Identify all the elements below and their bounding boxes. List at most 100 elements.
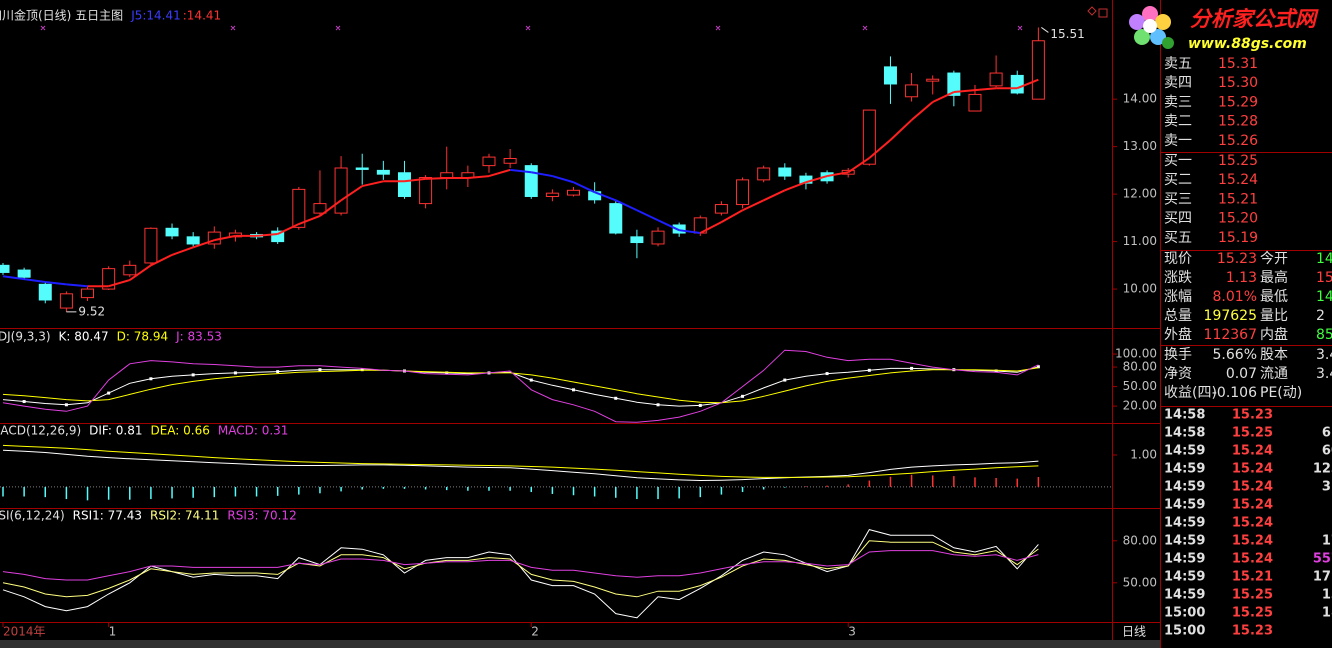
tick-time: 14:59 xyxy=(1164,498,1205,513)
x-tick-label: 1 xyxy=(109,625,117,639)
tick-volume: 62 xyxy=(1322,426,1332,441)
legend-entry: RSI3: 70.12 xyxy=(227,509,296,523)
tick-volume: 5 xyxy=(1331,516,1332,531)
candle-body xyxy=(778,167,792,177)
ma-segment xyxy=(298,215,321,225)
ma-segment xyxy=(361,180,384,188)
window-icon[interactable] xyxy=(1087,6,1097,16)
candle-body xyxy=(397,172,411,197)
ma-segment xyxy=(256,232,278,237)
ma-segment xyxy=(2,275,25,281)
book-price: 15.20 xyxy=(1218,211,1258,227)
legend-entry: DEA: 0.66 xyxy=(150,424,209,438)
book-label: 买二 xyxy=(1164,172,1192,188)
candle-body xyxy=(376,169,390,175)
logo-url: www.88gs.com xyxy=(1188,36,1307,52)
indicator-line xyxy=(2,449,1039,482)
k-dot xyxy=(360,368,364,372)
tick-price: 15.24 xyxy=(1232,462,1273,477)
k-dot xyxy=(22,400,26,404)
book-label: 买三 xyxy=(1164,191,1192,207)
tick-price: 15.24 xyxy=(1232,480,1273,495)
stat-label: 换手 xyxy=(1164,346,1192,363)
candle-body xyxy=(693,217,707,234)
indicator-line xyxy=(2,349,1039,423)
tick-time: 15:00 xyxy=(1164,624,1205,639)
legend-entry: DIF: 0.81 xyxy=(89,424,142,438)
candle-body xyxy=(1010,74,1024,94)
tick-volume: 2 xyxy=(1331,408,1332,423)
candle-body xyxy=(334,167,348,214)
y-tick-label: 50.00 xyxy=(1123,575,1157,589)
ma-segment xyxy=(171,246,194,256)
candle-body xyxy=(482,156,496,167)
candle-body xyxy=(609,203,623,234)
book-label: 卖五 xyxy=(1164,56,1192,72)
k-dot xyxy=(698,403,702,407)
legend-entry: K: 80.47 xyxy=(59,330,109,344)
ma-segment xyxy=(932,91,955,103)
indicator-line xyxy=(2,529,1039,619)
ma-segment xyxy=(552,175,574,184)
book-price: 15.21 xyxy=(1218,191,1258,207)
stat-value: 85 xyxy=(1316,327,1332,343)
k-dot xyxy=(867,368,871,372)
status-strip xyxy=(0,640,1160,648)
book-price: 15.28 xyxy=(1218,114,1258,130)
stat-label: 涨跌 xyxy=(1164,270,1192,286)
ma-segment xyxy=(720,209,744,223)
k-dot xyxy=(149,377,153,381)
candle-body xyxy=(355,167,369,170)
ma-segment xyxy=(784,181,807,192)
candle-body xyxy=(81,288,95,299)
candle-body xyxy=(59,293,73,309)
ma-segment xyxy=(277,223,300,235)
tick-volume: 557 xyxy=(1313,552,1332,567)
candle-body xyxy=(630,236,644,244)
tick-price: 15.24 xyxy=(1232,498,1273,513)
tick-price: 15.24 xyxy=(1232,552,1273,567)
ma-segment xyxy=(192,239,215,249)
tick-volume: 17 xyxy=(1322,534,1332,549)
book-price: 15.29 xyxy=(1218,94,1258,110)
legend-entry: :14.41 xyxy=(183,9,221,23)
stat-label: 股本 xyxy=(1260,347,1288,363)
candle-body xyxy=(1031,40,1045,100)
ma-segment xyxy=(404,177,426,183)
k-dot xyxy=(572,388,576,392)
candle-body xyxy=(926,78,940,82)
indicator-line xyxy=(2,550,1039,581)
candle-body xyxy=(440,172,454,178)
ma-segment xyxy=(657,219,680,232)
stat-value: 197625 xyxy=(1204,308,1257,324)
y-tick-label: 11.00 xyxy=(1123,234,1157,248)
candle-body xyxy=(651,230,665,245)
y-tick-label: 50.00 xyxy=(1123,379,1157,393)
candle-body xyxy=(292,188,306,228)
ma-segment xyxy=(510,168,532,174)
candle-body xyxy=(271,230,285,243)
tick-price: 15.25 xyxy=(1232,606,1273,621)
tick-price: 15.23 xyxy=(1232,408,1273,423)
tick-time: 14:59 xyxy=(1164,462,1205,477)
stat-value: 14 xyxy=(1316,289,1332,305)
ma-segment xyxy=(594,191,617,202)
candle-body xyxy=(862,109,876,165)
ma-segment xyxy=(150,253,173,267)
candle-body xyxy=(102,268,116,290)
low-annotation: 9.52 xyxy=(78,304,105,318)
window-icon[interactable] xyxy=(1098,8,1108,18)
stat-label: 内盘 xyxy=(1260,326,1288,343)
k-dot xyxy=(445,371,449,375)
book-price: 15.26 xyxy=(1218,133,1258,149)
candle-body xyxy=(905,84,919,98)
k-dot xyxy=(529,378,533,382)
candle-body xyxy=(17,269,31,278)
candle-body xyxy=(419,176,433,205)
ma-segment xyxy=(108,279,131,288)
ma-segment xyxy=(763,189,786,202)
candle-body xyxy=(165,227,179,237)
ma-segment xyxy=(214,234,236,242)
